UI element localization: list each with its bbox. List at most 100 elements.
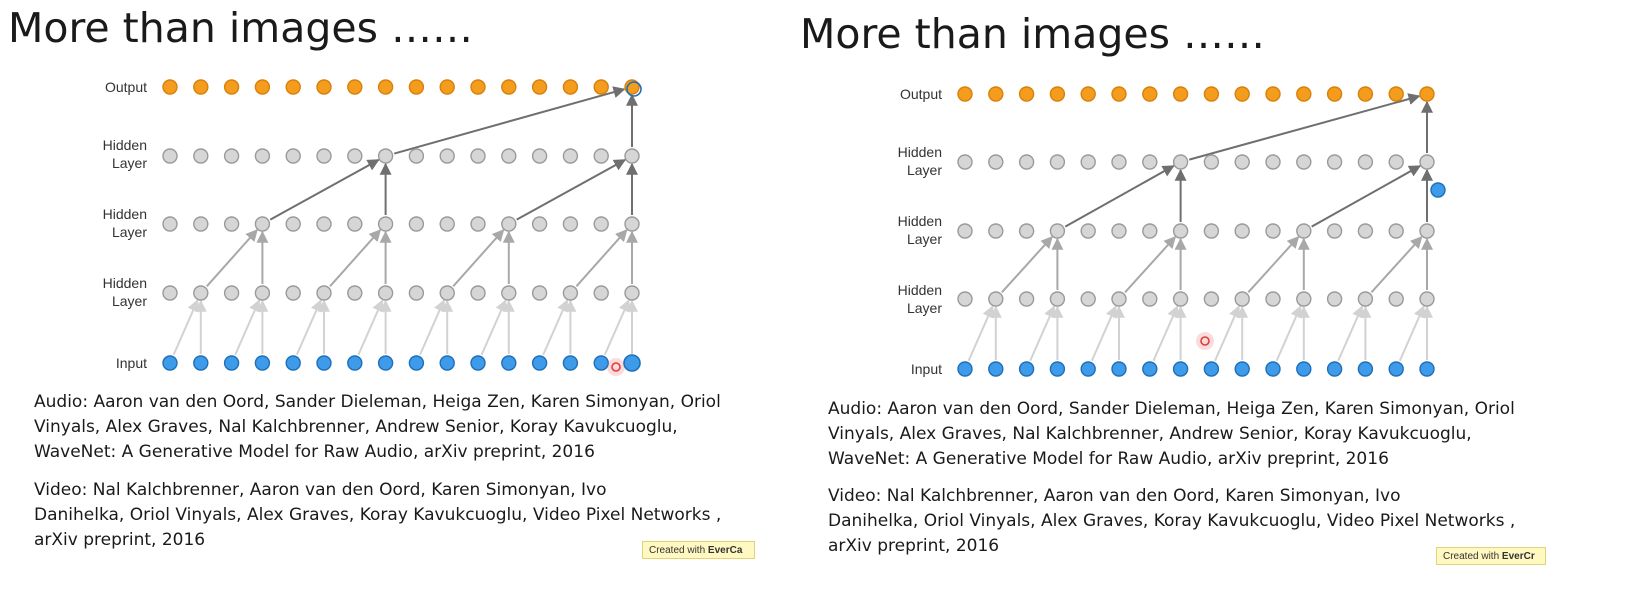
input-node <box>223 355 240 371</box>
video-reference: Video: Nal Kalchbrenner, Aaron van den O… <box>828 484 1568 559</box>
input-node <box>1419 361 1435 377</box>
hidden-node <box>285 148 301 164</box>
output-node <box>223 79 240 95</box>
hidden-node <box>408 285 425 301</box>
active-output-node <box>626 81 642 97</box>
connection-arrow <box>1090 305 1117 362</box>
hidden-layer-label: Hidden <box>103 275 147 291</box>
input-node <box>957 361 973 377</box>
hidden-node <box>624 216 640 232</box>
connection-arrow <box>1152 305 1179 362</box>
output-layer-label: Output <box>105 79 147 95</box>
hidden-node <box>1111 223 1127 239</box>
hidden-node <box>1234 291 1250 307</box>
hidden-node <box>1018 291 1035 307</box>
hidden-node <box>988 223 1004 239</box>
output-node <box>1172 86 1189 102</box>
output-node <box>1357 86 1374 102</box>
input-node <box>988 361 1004 377</box>
hidden-node <box>439 216 455 232</box>
input-node <box>1018 361 1035 377</box>
hidden-node <box>377 216 394 232</box>
hidden-node <box>1265 223 1281 239</box>
video-reference-line: Video: Nal Kalchbrenner, Aaron van den O… <box>34 480 607 500</box>
connection-arrow <box>452 229 505 287</box>
connection-arrow <box>967 305 994 362</box>
hidden-node <box>501 285 517 301</box>
output-node <box>408 79 425 95</box>
connection-arrow <box>357 299 384 356</box>
input-node <box>408 355 425 371</box>
hidden-node <box>1203 291 1220 307</box>
output-node <box>988 86 1004 102</box>
hidden-node <box>316 148 332 164</box>
input-node <box>1296 361 1312 377</box>
hidden-node <box>1265 154 1281 170</box>
hidden-node <box>1203 154 1220 170</box>
hidden-node <box>1326 223 1343 239</box>
connection-arrow <box>1247 236 1300 294</box>
output-node <box>1265 86 1281 102</box>
input-node <box>347 355 363 371</box>
hidden-node <box>439 285 455 301</box>
hidden-node <box>1388 223 1404 239</box>
hidden-node <box>1388 291 1404 307</box>
hidden-layer-label: Layer <box>112 293 147 309</box>
hidden-node <box>1111 154 1127 170</box>
active-input-node <box>623 354 641 372</box>
hidden-node <box>193 148 209 164</box>
hidden-node <box>562 216 579 232</box>
input-node <box>1142 361 1158 377</box>
hidden-node <box>347 216 363 232</box>
video-reference: Video: Nal Kalchbrenner, Aaron van den O… <box>34 478 754 553</box>
audio-reference: Audio: Aaron van den Oord, Sander Dielem… <box>34 390 754 465</box>
connection-arrow <box>1311 165 1422 228</box>
input-node <box>1326 361 1343 377</box>
output-node <box>1111 86 1127 102</box>
output-node <box>501 79 517 95</box>
audio-reference: Audio: Aaron van den Oord, Sander Dielem… <box>828 397 1568 472</box>
slide-right: More than images …… Output Hidden Layer Hid… <box>800 0 1600 616</box>
output-node <box>347 79 363 95</box>
hidden-node <box>223 148 240 164</box>
hidden-node <box>470 148 486 164</box>
output-node <box>377 79 394 95</box>
output-node <box>162 79 178 95</box>
hidden-node <box>1357 223 1374 239</box>
hidden-node <box>1080 223 1096 239</box>
hidden-node <box>624 148 640 164</box>
hidden-node <box>408 148 425 164</box>
hidden-node <box>377 148 394 164</box>
hidden-node <box>988 291 1004 307</box>
input-layer-label: Input <box>116 355 147 371</box>
hidden-node <box>439 148 455 164</box>
hidden-node <box>316 216 332 232</box>
hidden-layer-label: Layer <box>907 231 942 247</box>
input-node <box>254 355 271 371</box>
hidden-node <box>1326 154 1343 170</box>
output-node <box>593 79 609 95</box>
audio-reference-line: WaveNet: A Generative Model for Raw Audi… <box>828 449 1389 469</box>
evercam-watermark: Created with EverCa <box>642 541 755 559</box>
input-layer-label: Input <box>911 361 942 377</box>
input-node <box>1234 361 1250 377</box>
input-node <box>1172 361 1189 377</box>
hidden-node <box>1142 291 1158 307</box>
hidden-layer-label: Hidden <box>103 137 147 153</box>
connection-arrow <box>542 299 569 356</box>
edges <box>172 86 638 356</box>
hidden-node <box>1018 223 1035 239</box>
hidden-node <box>254 148 271 164</box>
watermark-brand: EverCr <box>1501 551 1535 562</box>
audio-reference-line: Audio: Aaron van den Oord, Sander Dielem… <box>828 399 1515 419</box>
hidden-node <box>1049 291 1066 307</box>
hidden-node <box>501 148 517 164</box>
hidden-node <box>562 148 579 164</box>
output-node <box>470 79 486 95</box>
input-node <box>470 355 486 371</box>
hidden-node <box>285 216 301 232</box>
wavenet-diagram: Output Hidden Layer Hidden Layer Hidden Layer I… <box>103 79 642 376</box>
connection-arrow <box>295 299 322 356</box>
output-node <box>957 86 973 102</box>
video-reference-line: Video: Nal Kalchbrenner, Aaron van den O… <box>828 486 1401 506</box>
